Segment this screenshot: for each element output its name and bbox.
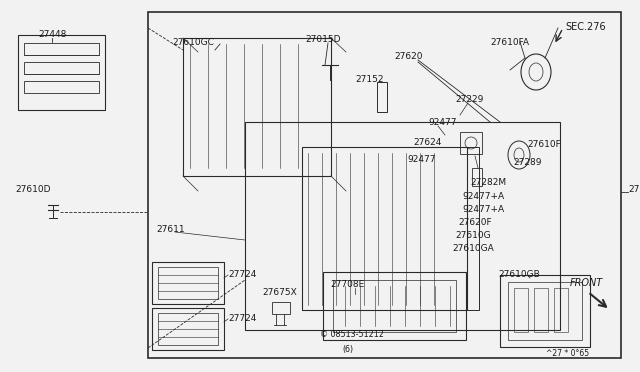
Text: 27624: 27624 xyxy=(413,138,442,147)
Text: © 08513-51212: © 08513-51212 xyxy=(320,330,384,339)
Text: 27724: 27724 xyxy=(228,270,257,279)
Bar xyxy=(158,313,218,345)
Bar xyxy=(183,38,331,176)
Text: 27610F: 27610F xyxy=(527,140,561,149)
Bar xyxy=(333,280,456,332)
Text: 92477: 92477 xyxy=(428,118,456,127)
Text: 27610GC: 27610GC xyxy=(172,38,214,47)
Text: 27610G: 27610G xyxy=(455,231,491,240)
Bar xyxy=(272,302,290,314)
Bar xyxy=(302,147,467,310)
Bar xyxy=(534,288,548,332)
Text: 27620F: 27620F xyxy=(458,218,492,227)
Bar xyxy=(18,35,105,110)
Text: 27448: 27448 xyxy=(38,30,67,39)
Text: 27289: 27289 xyxy=(513,158,541,167)
Bar xyxy=(245,122,560,330)
Text: 92477+A: 92477+A xyxy=(462,192,504,201)
Text: 27015D: 27015D xyxy=(305,35,340,44)
Bar xyxy=(508,282,582,340)
Text: 27229: 27229 xyxy=(455,95,483,104)
Text: ^27 * 0°65: ^27 * 0°65 xyxy=(546,349,589,358)
Bar xyxy=(24,81,99,93)
Bar xyxy=(514,288,528,332)
Bar xyxy=(467,147,479,310)
Text: (6): (6) xyxy=(342,345,353,354)
Text: 27610GB: 27610GB xyxy=(498,270,540,279)
Text: 27724: 27724 xyxy=(228,314,257,323)
Text: 92477+A: 92477+A xyxy=(462,205,504,214)
Text: 27610D: 27610D xyxy=(15,185,51,194)
Bar xyxy=(152,308,224,350)
Bar xyxy=(24,43,99,55)
Bar xyxy=(554,288,568,332)
Text: 27610GA: 27610GA xyxy=(452,244,493,253)
Text: FRONT: FRONT xyxy=(570,278,604,288)
Text: 27152: 27152 xyxy=(355,75,383,84)
Bar xyxy=(472,168,482,186)
Bar xyxy=(148,12,621,358)
Bar xyxy=(500,275,590,347)
Text: 27282M: 27282M xyxy=(470,178,506,187)
Text: 27610: 27610 xyxy=(628,185,640,194)
Text: 27620: 27620 xyxy=(394,52,422,61)
Text: SEC.276: SEC.276 xyxy=(565,22,605,32)
Text: 27675X: 27675X xyxy=(262,288,297,297)
Bar xyxy=(377,82,387,112)
Bar xyxy=(152,262,224,304)
Text: 27708E: 27708E xyxy=(330,280,364,289)
Bar xyxy=(24,62,99,74)
Bar xyxy=(158,267,218,299)
Text: 27610FA: 27610FA xyxy=(490,38,529,47)
Text: 27611: 27611 xyxy=(156,225,184,234)
Bar xyxy=(460,132,482,154)
Bar xyxy=(323,272,466,340)
Text: 92477: 92477 xyxy=(407,155,435,164)
